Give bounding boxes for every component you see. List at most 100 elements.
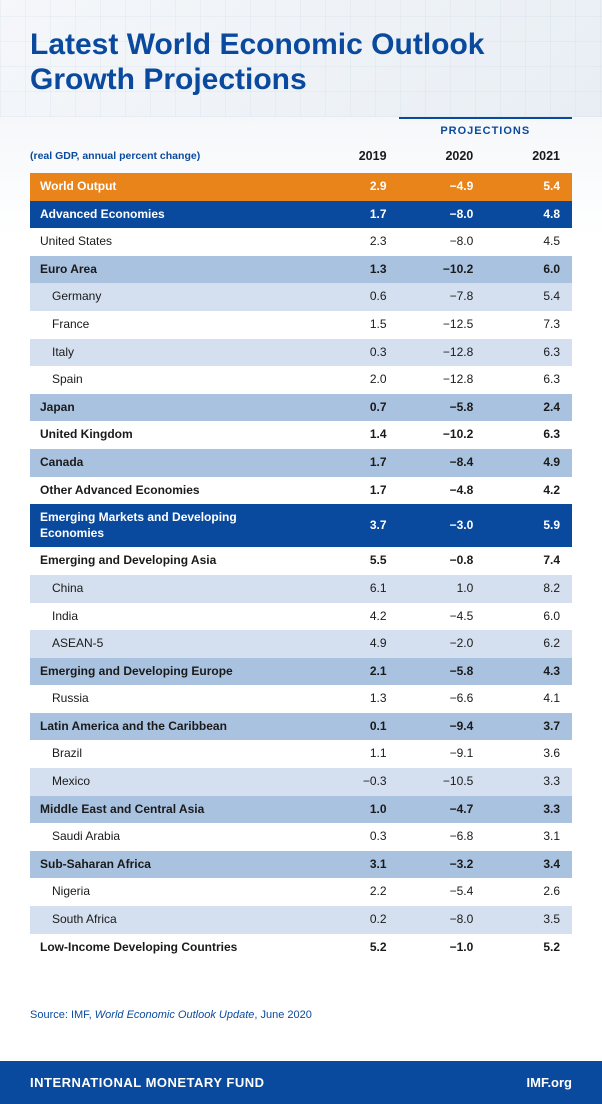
row-value: 0.1 [312,713,399,741]
row-label: Japan [30,394,312,422]
table-row: Japan0.7−5.82.4 [30,394,572,422]
table-row: Advanced Economies1.7−8.04.8 [30,201,572,229]
table-row: Emerging Markets and Developing Economie… [30,504,572,547]
row-value: −10.2 [399,256,486,284]
row-value: 0.6 [312,283,399,311]
row-value: 5.4 [485,283,572,311]
row-value: 4.2 [485,477,572,505]
table-body: World Output2.9−4.95.4Advanced Economies… [30,173,572,961]
row-label: United States [30,228,312,256]
row-value: 6.1 [312,575,399,603]
row-value: 4.9 [312,630,399,658]
table-row: Sub-Saharan Africa3.1−3.23.4 [30,851,572,879]
row-value: 1.0 [312,796,399,824]
source-prefix: Source: IMF, [30,1009,95,1021]
row-value: 1.1 [312,740,399,768]
row-value: 3.5 [485,906,572,934]
row-value: 0.3 [312,339,399,367]
row-value: 1.5 [312,311,399,339]
row-value: −3.2 [399,851,486,879]
source-suffix: , June 2020 [254,1009,312,1021]
row-label: Canada [30,449,312,477]
row-label: China [30,575,312,603]
table-row: Low-Income Developing Countries5.2−1.05.… [30,934,572,962]
row-value: 2.4 [485,394,572,422]
table-row: Emerging and Developing Europe2.1−5.84.3 [30,658,572,686]
table-row: World Output2.9−4.95.4 [30,173,572,201]
table-row: Latin America and the Caribbean0.1−9.43.… [30,713,572,741]
table-row: France1.5−12.57.3 [30,311,572,339]
row-value: 2.9 [312,173,399,201]
row-value: −4.9 [399,173,486,201]
row-value: 6.0 [485,256,572,284]
row-value: 3.6 [485,740,572,768]
page-title: Latest World Economic Outlook Growth Pro… [30,28,572,97]
row-value: 3.7 [312,504,399,547]
header-area: Latest World Economic Outlook Growth Pro… [0,0,602,117]
table-row: Canada1.7−8.44.9 [30,449,572,477]
row-value: 4.5 [485,228,572,256]
table-row: Brazil1.1−9.13.6 [30,740,572,768]
row-value: −0.3 [312,768,399,796]
table-row: United States2.3−8.04.5 [30,228,572,256]
row-value: 6.2 [485,630,572,658]
row-value: −12.8 [399,366,486,394]
row-value: −0.8 [399,547,486,575]
table-row: United Kingdom1.4−10.26.3 [30,421,572,449]
row-label: South Africa [30,906,312,934]
row-value: −10.2 [399,421,486,449]
row-label: Brazil [30,740,312,768]
row-value: 6.0 [485,603,572,631]
year-2019: 2019 [312,141,399,173]
blank-cell [312,118,399,141]
table-wrap: PROJECTIONS (real GDP, annual percent ch… [0,117,602,981]
row-label: Low-Income Developing Countries [30,934,312,962]
row-value: 0.2 [312,906,399,934]
row-label: France [30,311,312,339]
row-label: Saudi Arabia [30,823,312,851]
row-value: 8.2 [485,575,572,603]
year-2021: 2021 [485,141,572,173]
row-value: 3.4 [485,851,572,879]
row-value: −5.8 [399,658,486,686]
row-label: Italy [30,339,312,367]
row-value: −9.4 [399,713,486,741]
table-row: Germany0.6−7.85.4 [30,283,572,311]
row-value: −2.0 [399,630,486,658]
row-value: 1.7 [312,477,399,505]
source-note: Source: IMF, World Economic Outlook Upda… [0,981,602,1061]
table-head: PROJECTIONS (real GDP, annual percent ch… [30,118,572,173]
row-value: −3.0 [399,504,486,547]
row-label: Euro Area [30,256,312,284]
row-value: −7.8 [399,283,486,311]
row-value: 1.7 [312,449,399,477]
table-row: Euro Area1.3−10.26.0 [30,256,572,284]
infographic-container: Latest World Economic Outlook Growth Pro… [0,0,602,1104]
table-row: Emerging and Developing Asia5.5−0.87.4 [30,547,572,575]
row-value: 2.1 [312,658,399,686]
table-row: Nigeria2.2−5.42.6 [30,878,572,906]
row-value: −8.0 [399,228,486,256]
row-value: −6.8 [399,823,486,851]
row-value: −10.5 [399,768,486,796]
row-value: −12.8 [399,339,486,367]
row-value: −5.4 [399,878,486,906]
table-row: Mexico−0.3−10.53.3 [30,768,572,796]
row-label: Other Advanced Economies [30,477,312,505]
table-row: Spain2.0−12.86.3 [30,366,572,394]
table-row: Other Advanced Economies1.7−4.84.2 [30,477,572,505]
row-value: −6.6 [399,685,486,713]
row-label: Russia [30,685,312,713]
source-title: World Economic Outlook Update [95,1009,255,1021]
footer-org: INTERNATIONAL MONETARY FUND [30,1075,265,1090]
row-value: −4.7 [399,796,486,824]
row-value: 2.3 [312,228,399,256]
row-value: −4.5 [399,603,486,631]
years-row: (real GDP, annual percent change) 2019 2… [30,141,572,173]
row-value: −8.0 [399,201,486,229]
row-value: 2.6 [485,878,572,906]
footer-bar: INTERNATIONAL MONETARY FUND IMF.org [0,1061,602,1104]
row-value: 5.4 [485,173,572,201]
row-value: 6.3 [485,421,572,449]
row-value: 1.3 [312,256,399,284]
